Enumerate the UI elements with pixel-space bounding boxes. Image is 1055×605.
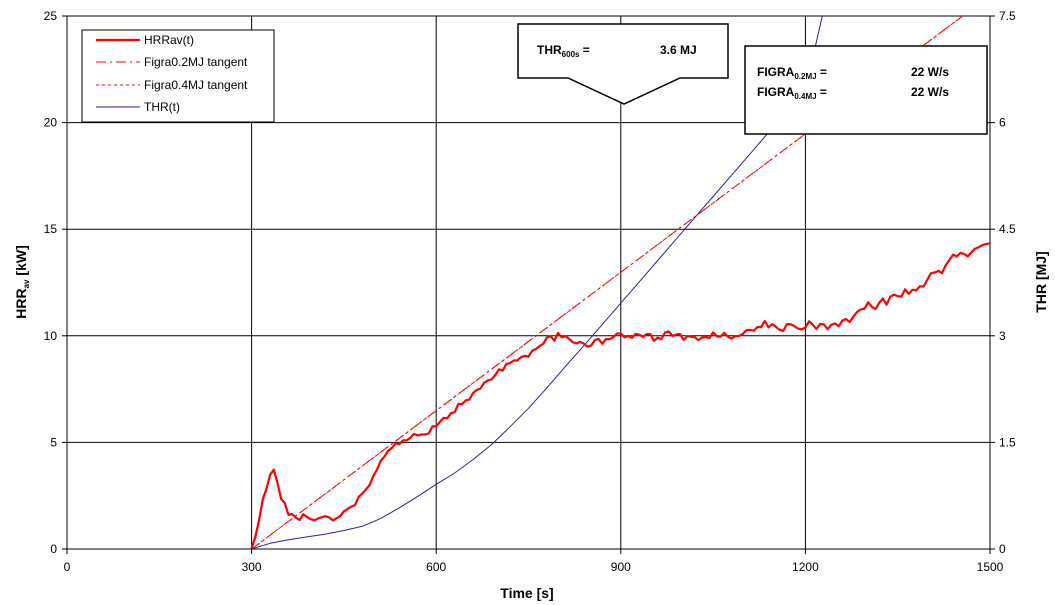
x-tick-label: 0 xyxy=(64,560,71,574)
y2-tick-label: 3 xyxy=(999,329,1006,343)
figra-row2-value: 22 W/s xyxy=(911,85,949,99)
thr-callout: THR600s = 3.6 MJ xyxy=(517,23,729,105)
y-tick-label: 25 xyxy=(44,9,58,23)
plot-area-frame xyxy=(66,15,991,550)
series-line-hrrav-t xyxy=(250,242,990,549)
x-axis-title: Time [s] xyxy=(500,585,553,601)
figra-row1-label: FIGRA0.2MJ = xyxy=(757,65,827,81)
y2-tick-labels: 0 1.5 3 4.5 6 7.5 xyxy=(990,9,1016,556)
series-line-thr-t xyxy=(251,16,823,549)
y-tick-label: 5 xyxy=(50,435,57,449)
y2-tick-label: 0 xyxy=(999,542,1006,556)
y2-tick-label: 7.5 xyxy=(999,9,1016,23)
figra-callout: FIGRA0.2MJ = 22 W/s FIGRA0.4MJ = 22 W/s xyxy=(744,45,988,135)
y2-axis-title: THR [MJ] xyxy=(1033,251,1049,312)
y-tick-label: 0 xyxy=(50,542,57,556)
x-tick-label: 600 xyxy=(426,560,446,574)
x-tick-label: 300 xyxy=(242,560,262,574)
y2-tick-label: 6 xyxy=(999,116,1006,130)
thr-callout-value: 3.6 MJ xyxy=(660,43,697,57)
x-tick-label: 900 xyxy=(611,560,631,574)
y2-tick-label: 1.5 xyxy=(999,435,1016,449)
x-tick-labels: 0 300 600 900 1200 1500 xyxy=(64,549,1004,574)
legend-label-figra02: Figra0.2MJ tangent xyxy=(144,55,248,69)
figra-row2-label: FIGRA0.4MJ = xyxy=(757,85,827,101)
y-tick-labels: 0 5 10 15 20 25 xyxy=(44,9,67,556)
y-tick-label: 20 xyxy=(44,116,58,130)
y2-tick-label: 4.5 xyxy=(999,222,1016,236)
y-tick-label: 10 xyxy=(44,329,58,343)
y-tick-label: 15 xyxy=(44,222,58,236)
legend: HRRav(t) Figra0.2MJ tangent Figra0.4MJ t… xyxy=(81,29,275,123)
legend-label-figra04: Figra0.4MJ tangent xyxy=(144,78,248,92)
legend-label-hrr: HRRav(t) xyxy=(144,33,194,47)
x-tick-label: 1200 xyxy=(792,560,819,574)
figra-callout-box xyxy=(744,45,988,135)
x-tick-label: 1500 xyxy=(977,560,1004,574)
thr-callout-shape xyxy=(517,23,729,105)
thr-callout-label: THR600s = xyxy=(537,43,590,59)
figra-row1-value: 22 W/s xyxy=(911,65,949,79)
y-axis-title: HRRav [kW] xyxy=(13,245,31,318)
plot-border xyxy=(66,15,991,550)
legend-label-thr: THR(t) xyxy=(144,100,180,114)
